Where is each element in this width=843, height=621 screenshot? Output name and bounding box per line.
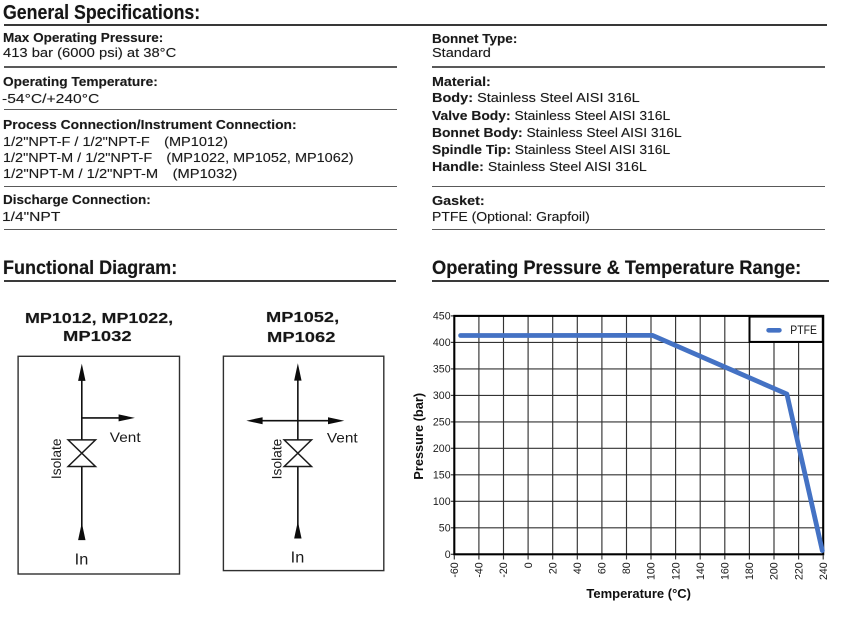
svg-text:PTFE: PTFE bbox=[790, 323, 817, 337]
svg-text:Pressure (bar): Pressure (bar) bbox=[411, 393, 426, 480]
svg-text:-60: -60 bbox=[449, 562, 461, 577]
svg-text:50: 50 bbox=[439, 523, 451, 535]
svg-text:60: 60 bbox=[597, 562, 609, 574]
svg-text:200: 200 bbox=[433, 443, 451, 455]
svg-text:150: 150 bbox=[433, 470, 451, 482]
svg-text:180: 180 bbox=[744, 562, 756, 580]
svg-text:120: 120 bbox=[670, 562, 682, 580]
svg-text:350: 350 bbox=[433, 364, 451, 376]
svg-text:240: 240 bbox=[818, 562, 830, 580]
svg-text:400: 400 bbox=[433, 337, 451, 349]
svg-text:40: 40 bbox=[572, 562, 584, 574]
svg-text:In: In bbox=[75, 551, 89, 568]
svg-text:Temperature (°C): Temperature (°C) bbox=[586, 586, 691, 601]
svg-text:Isolate: Isolate bbox=[269, 438, 284, 479]
svg-text:200: 200 bbox=[769, 562, 781, 580]
svg-text:In: In bbox=[291, 550, 305, 567]
svg-text:300: 300 bbox=[433, 390, 451, 402]
svg-text:220: 220 bbox=[793, 562, 805, 580]
svg-text:160: 160 bbox=[720, 562, 732, 580]
svg-text:140: 140 bbox=[695, 562, 707, 580]
svg-text:Vent: Vent bbox=[327, 431, 358, 446]
svg-text:450: 450 bbox=[433, 311, 451, 323]
svg-text:0: 0 bbox=[523, 562, 535, 568]
svg-text:100: 100 bbox=[433, 496, 451, 508]
svg-text:80: 80 bbox=[621, 562, 633, 574]
svg-text:Vent: Vent bbox=[110, 431, 141, 446]
svg-text:-40: -40 bbox=[474, 562, 486, 577]
svg-text:Isolate: Isolate bbox=[49, 438, 64, 479]
svg-text:-20: -20 bbox=[498, 562, 510, 577]
svg-text:250: 250 bbox=[433, 417, 451, 429]
svg-text:20: 20 bbox=[547, 562, 559, 574]
svg-text:100: 100 bbox=[646, 562, 658, 580]
svg-text:0: 0 bbox=[445, 549, 451, 561]
